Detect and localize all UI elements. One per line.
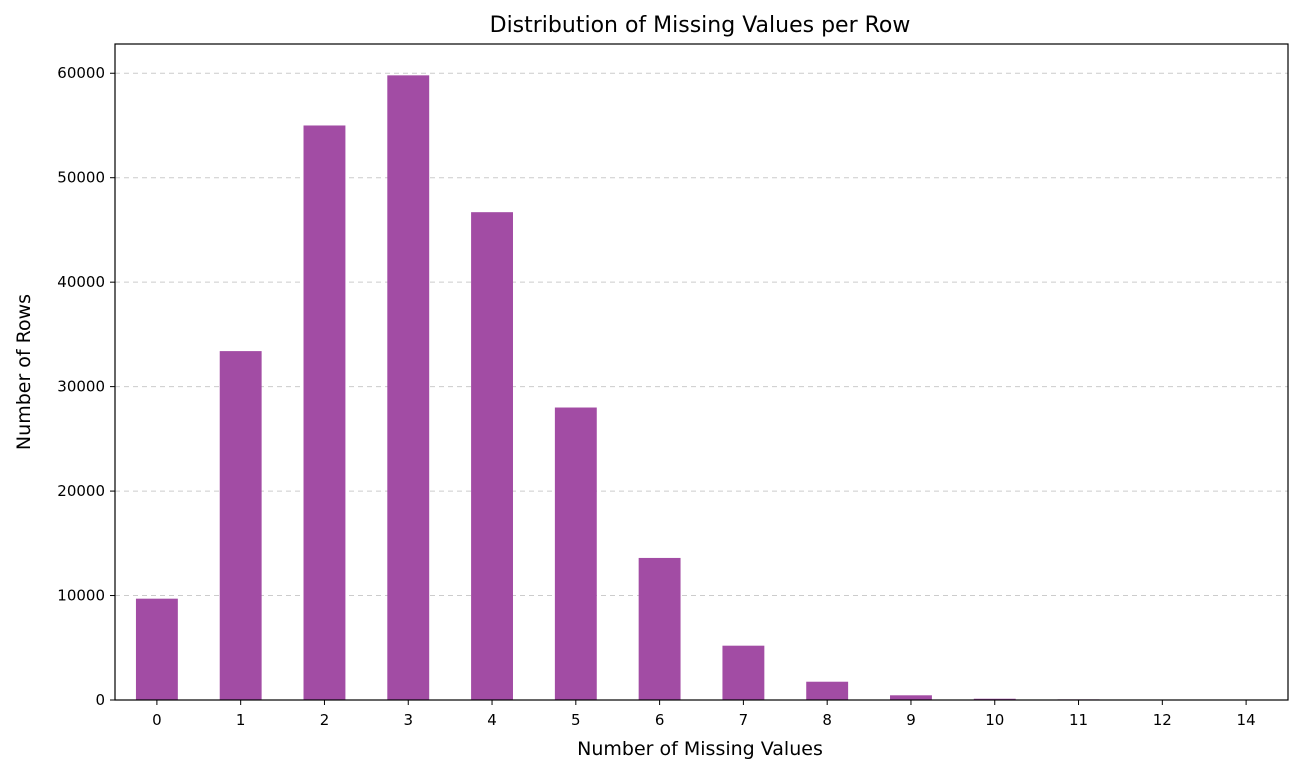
x-axis-ticks: 0 1 2 3 4 5 6 7 8 9 10 11 12 14	[152, 700, 1256, 729]
x-tick-label: 8	[822, 711, 832, 729]
x-tick-label: 9	[906, 711, 916, 729]
x-tick-label: 4	[487, 711, 497, 729]
x-tick-label: 2	[320, 711, 330, 729]
x-tick-label: 7	[739, 711, 749, 729]
bar-0	[135, 598, 178, 700]
bar-3	[387, 75, 430, 700]
x-axis-label: Number of Missing Values	[577, 738, 823, 760]
x-tick-label: 11	[1069, 711, 1088, 729]
bar-9	[890, 695, 932, 700]
grid-lines	[115, 72, 1288, 597]
y-tick-label: 0	[95, 691, 105, 709]
plot-frame	[114, 43, 1289, 701]
y-tick-label: 40000	[57, 273, 105, 291]
bar-6	[638, 557, 681, 700]
x-tick-label: 14	[1237, 711, 1256, 729]
bar-2	[303, 125, 346, 700]
y-tick-label: 10000	[57, 587, 105, 605]
bar-10	[973, 698, 1016, 700]
bar-7	[722, 645, 765, 700]
chart-title: Distribution of Missing Values per Row	[490, 13, 911, 38]
x-tick-label: 1	[236, 711, 246, 729]
y-tick-label: 20000	[57, 482, 105, 500]
y-axis-ticks: 0 10000 20000 30000 40000 50000 60000	[57, 64, 115, 709]
x-tick-label: 3	[403, 711, 413, 729]
y-tick-label: 30000	[57, 378, 105, 396]
x-tick-label: 10	[985, 711, 1004, 729]
bar-4	[471, 212, 513, 700]
x-tick-label: 5	[571, 711, 581, 729]
bar-5	[554, 407, 597, 700]
y-tick-label: 60000	[57, 64, 105, 82]
x-tick-label: 0	[152, 711, 162, 729]
bar-8	[806, 681, 849, 700]
y-tick-label: 50000	[57, 169, 105, 187]
y-axis-label: Number of Rows	[13, 294, 35, 450]
x-tick-label: 12	[1153, 711, 1172, 729]
bars	[135, 75, 1268, 700]
bar-1	[219, 351, 262, 700]
x-tick-label: 6	[655, 711, 665, 729]
